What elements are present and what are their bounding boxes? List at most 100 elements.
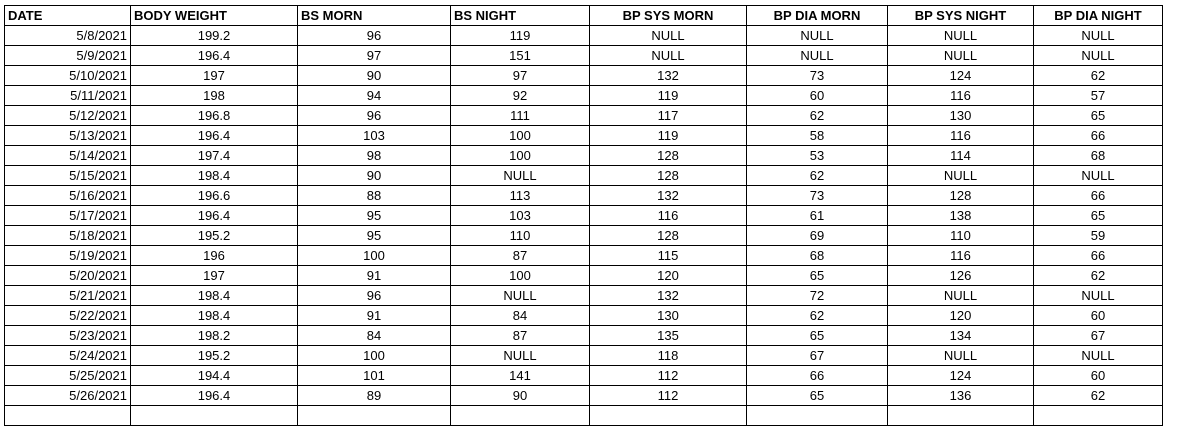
empty-cell[interactable] bbox=[746, 405, 888, 426]
cell-bp-dia-night[interactable]: 60 bbox=[1033, 305, 1163, 326]
cell-bp-dia-morn[interactable]: 68 bbox=[746, 245, 888, 266]
cell-bp-sys-night[interactable]: 130 bbox=[887, 105, 1034, 126]
empty-cell[interactable] bbox=[297, 405, 451, 426]
cell-body-weight[interactable]: 196.4 bbox=[130, 385, 298, 406]
cell-bp-sys-morn[interactable]: 118 bbox=[589, 345, 747, 366]
cell-bs-morn[interactable]: 90 bbox=[297, 165, 451, 186]
cell-bs-night[interactable]: 119 bbox=[450, 25, 590, 46]
cell-bs-night[interactable]: 113 bbox=[450, 185, 590, 206]
cell-bs-morn[interactable]: 94 bbox=[297, 85, 451, 106]
cell-bp-dia-night[interactable]: 62 bbox=[1033, 65, 1163, 86]
cell-date[interactable]: 5/20/2021 bbox=[4, 265, 131, 286]
cell-body-weight[interactable]: 195.2 bbox=[130, 345, 298, 366]
header-bp-sys-morn[interactable]: BP SYS MORN bbox=[589, 5, 747, 26]
empty-cell[interactable] bbox=[450, 405, 590, 426]
cell-bs-night[interactable]: 90 bbox=[450, 385, 590, 406]
cell-bp-sys-morn[interactable]: 128 bbox=[589, 165, 747, 186]
cell-bp-sys-morn[interactable]: 128 bbox=[589, 145, 747, 166]
cell-bp-sys-night[interactable]: 110 bbox=[887, 225, 1034, 246]
cell-bp-sys-night[interactable]: 134 bbox=[887, 325, 1034, 346]
cell-bs-morn[interactable]: 84 bbox=[297, 325, 451, 346]
cell-bp-sys-night[interactable]: 120 bbox=[887, 305, 1034, 326]
cell-bs-morn[interactable]: 91 bbox=[297, 305, 451, 326]
header-bs-night[interactable]: BS NIGHT bbox=[450, 5, 590, 26]
cell-bs-morn[interactable]: 100 bbox=[297, 345, 451, 366]
cell-bp-sys-night[interactable]: 126 bbox=[887, 265, 1034, 286]
cell-bp-dia-night[interactable]: 60 bbox=[1033, 365, 1163, 386]
cell-date[interactable]: 5/23/2021 bbox=[4, 325, 131, 346]
cell-bp-sys-morn[interactable]: 112 bbox=[589, 385, 747, 406]
cell-bs-night[interactable]: NULL bbox=[450, 285, 590, 306]
header-bs-morn[interactable]: BS MORN bbox=[297, 5, 451, 26]
cell-date[interactable]: 5/24/2021 bbox=[4, 345, 131, 366]
cell-bs-night[interactable]: NULL bbox=[450, 165, 590, 186]
cell-date[interactable]: 5/14/2021 bbox=[4, 145, 131, 166]
header-date[interactable]: DATE bbox=[4, 5, 131, 26]
cell-bs-night[interactable]: 151 bbox=[450, 45, 590, 66]
cell-bp-dia-morn[interactable]: 62 bbox=[746, 305, 888, 326]
cell-bs-morn[interactable]: 96 bbox=[297, 285, 451, 306]
cell-date[interactable]: 5/26/2021 bbox=[4, 385, 131, 406]
cell-bs-morn[interactable]: 89 bbox=[297, 385, 451, 406]
cell-date[interactable]: 5/22/2021 bbox=[4, 305, 131, 326]
cell-body-weight[interactable]: 197 bbox=[130, 65, 298, 86]
cell-bp-sys-night[interactable]: 138 bbox=[887, 205, 1034, 226]
cell-body-weight[interactable]: 198.4 bbox=[130, 285, 298, 306]
cell-bp-sys-night[interactable]: 116 bbox=[887, 125, 1034, 146]
cell-bp-dia-morn[interactable]: NULL bbox=[746, 45, 888, 66]
header-bp-sys-night[interactable]: BP SYS NIGHT bbox=[887, 5, 1034, 26]
cell-bp-dia-morn[interactable]: 73 bbox=[746, 65, 888, 86]
header-bp-dia-morn[interactable]: BP DIA MORN bbox=[746, 5, 888, 26]
cell-bp-dia-morn[interactable]: 72 bbox=[746, 285, 888, 306]
cell-bp-sys-morn[interactable]: 132 bbox=[589, 285, 747, 306]
cell-bp-sys-night[interactable]: 116 bbox=[887, 245, 1034, 266]
cell-date[interactable]: 5/15/2021 bbox=[4, 165, 131, 186]
cell-date[interactable]: 5/12/2021 bbox=[4, 105, 131, 126]
cell-bp-sys-morn[interactable]: 117 bbox=[589, 105, 747, 126]
cell-bs-morn[interactable]: 95 bbox=[297, 225, 451, 246]
cell-bp-dia-morn[interactable]: 53 bbox=[746, 145, 888, 166]
cell-bp-dia-night[interactable]: 68 bbox=[1033, 145, 1163, 166]
cell-bs-morn[interactable]: 96 bbox=[297, 25, 451, 46]
cell-bp-sys-morn[interactable]: 120 bbox=[589, 265, 747, 286]
cell-bp-sys-night[interactable]: NULL bbox=[887, 165, 1034, 186]
cell-bp-dia-morn[interactable]: 65 bbox=[746, 325, 888, 346]
cell-bs-morn[interactable]: 90 bbox=[297, 65, 451, 86]
cell-body-weight[interactable]: 196.8 bbox=[130, 105, 298, 126]
cell-bp-dia-night[interactable]: 65 bbox=[1033, 105, 1163, 126]
cell-bp-sys-morn[interactable]: 115 bbox=[589, 245, 747, 266]
cell-date[interactable]: 5/17/2021 bbox=[4, 205, 131, 226]
empty-cell[interactable] bbox=[4, 405, 131, 426]
cell-bp-sys-night[interactable]: NULL bbox=[887, 285, 1034, 306]
cell-body-weight[interactable]: 194.4 bbox=[130, 365, 298, 386]
cell-body-weight[interactable]: 195.2 bbox=[130, 225, 298, 246]
cell-bp-dia-night[interactable]: 66 bbox=[1033, 245, 1163, 266]
cell-date[interactable]: 5/18/2021 bbox=[4, 225, 131, 246]
cell-bs-night[interactable]: 92 bbox=[450, 85, 590, 106]
cell-bp-dia-night[interactable]: 57 bbox=[1033, 85, 1163, 106]
cell-body-weight[interactable]: 196.4 bbox=[130, 45, 298, 66]
empty-cell[interactable] bbox=[130, 405, 298, 426]
cell-date[interactable]: 5/19/2021 bbox=[4, 245, 131, 266]
cell-bp-dia-morn[interactable]: 65 bbox=[746, 385, 888, 406]
cell-bp-sys-morn[interactable]: 135 bbox=[589, 325, 747, 346]
empty-cell[interactable] bbox=[887, 405, 1034, 426]
cell-bp-dia-morn[interactable]: 73 bbox=[746, 185, 888, 206]
cell-bp-sys-night[interactable]: 124 bbox=[887, 65, 1034, 86]
cell-body-weight[interactable]: 197.4 bbox=[130, 145, 298, 166]
empty-cell[interactable] bbox=[589, 405, 747, 426]
cell-bs-night[interactable]: 110 bbox=[450, 225, 590, 246]
cell-bs-night[interactable]: 84 bbox=[450, 305, 590, 326]
cell-bp-dia-morn[interactable]: 62 bbox=[746, 105, 888, 126]
cell-body-weight[interactable]: 196.4 bbox=[130, 125, 298, 146]
cell-bs-morn[interactable]: 96 bbox=[297, 105, 451, 126]
cell-bp-sys-night[interactable]: NULL bbox=[887, 45, 1034, 66]
cell-bp-sys-morn[interactable]: 130 bbox=[589, 305, 747, 326]
cell-body-weight[interactable]: 197 bbox=[130, 265, 298, 286]
cell-bs-morn[interactable]: 95 bbox=[297, 205, 451, 226]
cell-bp-dia-morn[interactable]: 69 bbox=[746, 225, 888, 246]
cell-date[interactable]: 5/10/2021 bbox=[4, 65, 131, 86]
cell-bp-dia-night[interactable]: 65 bbox=[1033, 205, 1163, 226]
cell-bp-dia-night[interactable]: NULL bbox=[1033, 345, 1163, 366]
cell-bp-dia-night[interactable]: 62 bbox=[1033, 265, 1163, 286]
